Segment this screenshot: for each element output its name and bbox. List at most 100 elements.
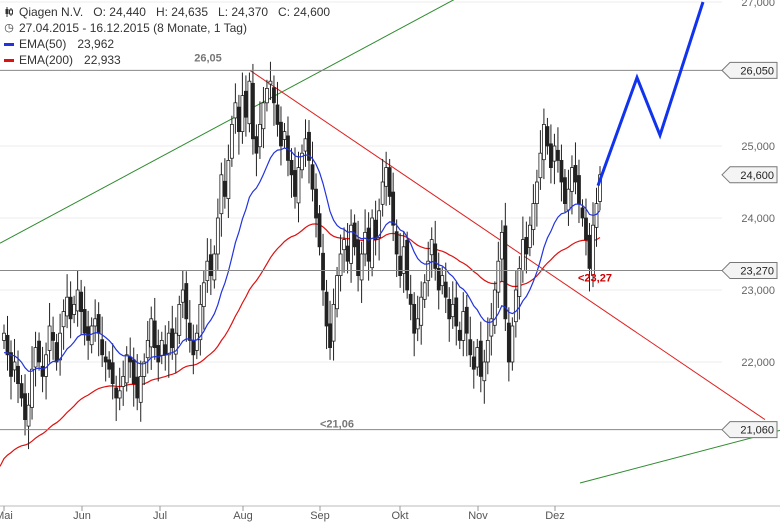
candle-down: [293, 170, 297, 197]
y-tick-label: 25,000: [741, 141, 775, 153]
candle-down: [251, 82, 255, 140]
candle-down: [366, 227, 371, 262]
candle-up: [65, 296, 70, 317]
candle-up: [258, 124, 262, 148]
candle-down: [373, 219, 378, 241]
candle-down: [307, 131, 311, 161]
candle-up: [268, 80, 273, 85]
ema50-line: [3, 147, 601, 372]
clock-icon: ◷: [4, 22, 14, 34]
level-annotation: 26,05: [194, 52, 222, 64]
candle-up: [570, 167, 574, 192]
candle-up: [594, 203, 599, 228]
trend-lines: [0, 0, 780, 484]
price-tag-label: 24,600: [740, 170, 774, 182]
candle-down: [398, 255, 403, 277]
candle-up: [496, 260, 501, 293]
price-tag: [721, 166, 778, 184]
ema200-swatch: [4, 58, 14, 62]
candle-up: [542, 124, 546, 161]
candle-down: [524, 237, 529, 255]
candle-down: [51, 332, 55, 341]
candle-down: [152, 320, 157, 348]
candle-down: [68, 296, 73, 320]
candle-up: [282, 131, 287, 140]
price-tag-label: 26,050: [740, 65, 774, 77]
candle-up: [520, 239, 525, 271]
candle-down: [286, 135, 290, 161]
candle-down: [156, 345, 161, 363]
candle-up: [331, 303, 336, 342]
x-tick-label: Aug: [233, 510, 253, 522]
candle-down: [573, 165, 578, 183]
price-tag: [721, 61, 778, 79]
instrument-quote: Qiagen N.V. O: 24,440 H: 24,635 L: 24,37…: [19, 5, 331, 19]
candle-down: [478, 340, 483, 377]
y-tick-label: 23,000: [741, 285, 775, 297]
candle-up: [531, 203, 536, 230]
candle-down: [436, 267, 441, 291]
candle-up: [72, 303, 77, 315]
candle-down: [289, 159, 294, 176]
candle-up: [89, 325, 94, 346]
candle-down: [394, 231, 399, 255]
ema50-label: EMA(50): [19, 37, 67, 51]
candle-down: [464, 306, 469, 334]
candle-down: [447, 298, 452, 320]
candle-down: [191, 339, 196, 356]
candle-up: [527, 224, 532, 248]
candle-up: [142, 361, 147, 377]
candle-down: [110, 362, 115, 385]
candle-down: [405, 239, 410, 291]
candle-up: [159, 339, 164, 356]
ema50-swatch: [4, 42, 14, 46]
level-annotation: <21,06: [320, 419, 354, 431]
candle-up: [300, 152, 304, 171]
candle-up: [489, 318, 494, 337]
candle-down: [577, 175, 581, 205]
candle-down: [236, 106, 241, 133]
candle-up: [58, 332, 62, 361]
candle-up: [377, 210, 382, 238]
candle-up: [566, 188, 571, 211]
x-tick-label: Nov: [468, 510, 488, 522]
candle-up: [124, 354, 129, 384]
x-axis: Mai Jun Jul Aug Sep Okt Nov Dez: [0, 505, 780, 522]
candle-down: [131, 359, 136, 384]
candle-up: [145, 339, 150, 359]
candle-up: [534, 181, 539, 205]
candle-up: [173, 332, 178, 355]
x-tick-label: Mai: [0, 510, 13, 522]
candle-up: [166, 332, 171, 356]
horizontal-level-lines: [0, 69, 722, 431]
candle-down: [391, 191, 396, 226]
candle-down: [19, 383, 24, 399]
x-tick-label: Jun: [73, 510, 91, 522]
candle-down: [317, 213, 322, 248]
candle-down: [587, 234, 592, 269]
candle-up: [419, 296, 424, 326]
x-tick-label: Dez: [545, 510, 565, 522]
candle-down: [103, 356, 108, 363]
candle-up: [492, 289, 497, 326]
candle-down: [184, 283, 189, 320]
candle-down: [310, 164, 315, 190]
candle-up: [2, 332, 6, 341]
candle-up: [415, 318, 420, 330]
candle-down: [86, 326, 91, 341]
candle-up: [194, 332, 199, 351]
candle-up: [450, 303, 455, 318]
chart-annotations: 26,05 <21,06 <23,27: [194, 52, 612, 430]
legend-ema50-row: EMA(50) 23,962: [4, 36, 330, 52]
y-tick-label: 27,000: [741, 0, 775, 9]
candle-down: [16, 365, 20, 385]
candle-up: [261, 102, 266, 130]
upper-green-trendline: [0, 0, 455, 244]
candle-down: [345, 245, 350, 262]
candle-up: [12, 361, 17, 371]
projection-path: [596, 1, 705, 187]
candle-down: [356, 239, 360, 277]
candle-up: [303, 138, 308, 152]
candle-down: [408, 293, 413, 305]
